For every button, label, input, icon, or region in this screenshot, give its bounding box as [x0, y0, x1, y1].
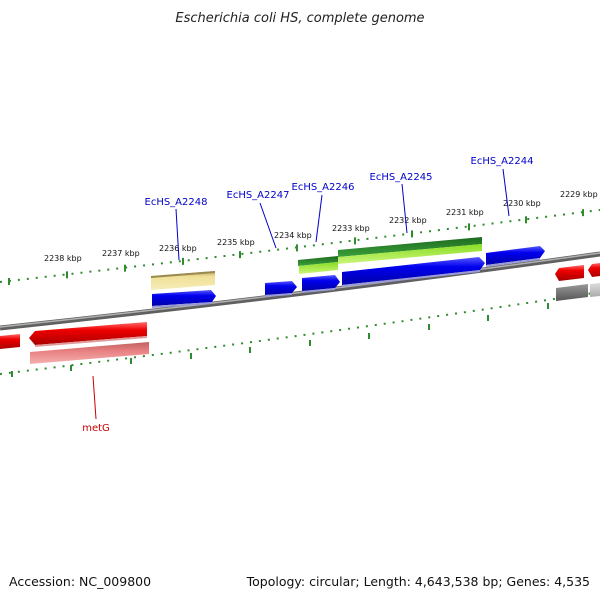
gene-label-echs-a2244[interactable]: EcHS_A2244: [471, 156, 534, 167]
gene-label-echs-a2245[interactable]: EcHS_A2245: [370, 172, 433, 183]
genome-backbone: [0, 251, 600, 331]
feature-dark-green[interactable]: [298, 237, 482, 266]
cds-metg[interactable]: [29, 322, 147, 347]
gene-leader-lines: [92, 168, 510, 420]
feature-pale-yellow[interactable]: [151, 271, 215, 290]
cds-right-red[interactable]: [555, 263, 600, 281]
outer-scale-arc: [0, 209, 600, 285]
gene-label-metg[interactable]: metG: [82, 423, 110, 434]
kbp-label: 2237 kbp: [102, 249, 140, 258]
kbp-label: 2234 kbp: [274, 231, 312, 240]
cds-echs-a2245[interactable]: [342, 257, 485, 287]
kbp-label: 2232 kbp: [389, 216, 427, 225]
inner-scale-arc: [0, 291, 600, 377]
cds-left-red[interactable]: [0, 334, 20, 349]
scale-major-ticks: [8, 209, 584, 285]
kbp-label: 2233 kbp: [332, 224, 370, 233]
forward-strand-features: [151, 237, 600, 308]
accession-text: Accession: NC_009800: [9, 574, 151, 589]
gene-labels: EcHS_A2248 EcHS_A2247 EcHS_A2246 EcHS_A2…: [82, 156, 533, 434]
cds-echs-a2246[interactable]: [302, 275, 340, 293]
kbp-label: 2229 kbp: [560, 190, 598, 199]
genome-summary-text: Topology: circular; Length: 4,643,538 bp…: [246, 574, 590, 589]
kbp-label: 2230 kbp: [503, 199, 541, 208]
gene-label-echs-a2248[interactable]: EcHS_A2248: [145, 197, 208, 208]
reverse-strand-features: [0, 322, 149, 364]
cds-echs-a2247[interactable]: [265, 281, 297, 297]
gene-label-echs-a2247[interactable]: EcHS_A2247: [227, 190, 290, 201]
feature-pale-red[interactable]: [30, 342, 149, 364]
cds-echs-a2248[interactable]: [152, 290, 216, 308]
feature-right-gray[interactable]: [556, 283, 600, 301]
gene-label-echs-a2246[interactable]: EcHS_A2246: [292, 182, 355, 193]
kbp-label: 2235 kbp: [217, 238, 255, 247]
kbp-label: 2238 kbp: [44, 254, 82, 263]
kbp-label: 2231 kbp: [446, 208, 484, 217]
genome-title: Escherichia coli HS, complete genome: [175, 11, 424, 26]
feature-light-green[interactable]: [299, 244, 482, 274]
cds-echs-a2244[interactable]: [486, 246, 545, 267]
